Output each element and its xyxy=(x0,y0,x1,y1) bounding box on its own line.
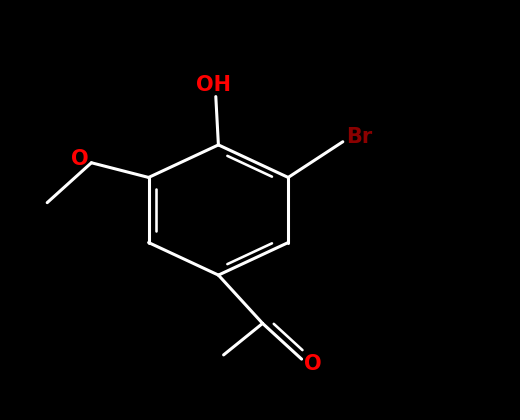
Text: O: O xyxy=(71,150,89,169)
Text: OH: OH xyxy=(196,75,231,95)
Text: O: O xyxy=(304,354,322,374)
Text: Br: Br xyxy=(346,127,372,147)
